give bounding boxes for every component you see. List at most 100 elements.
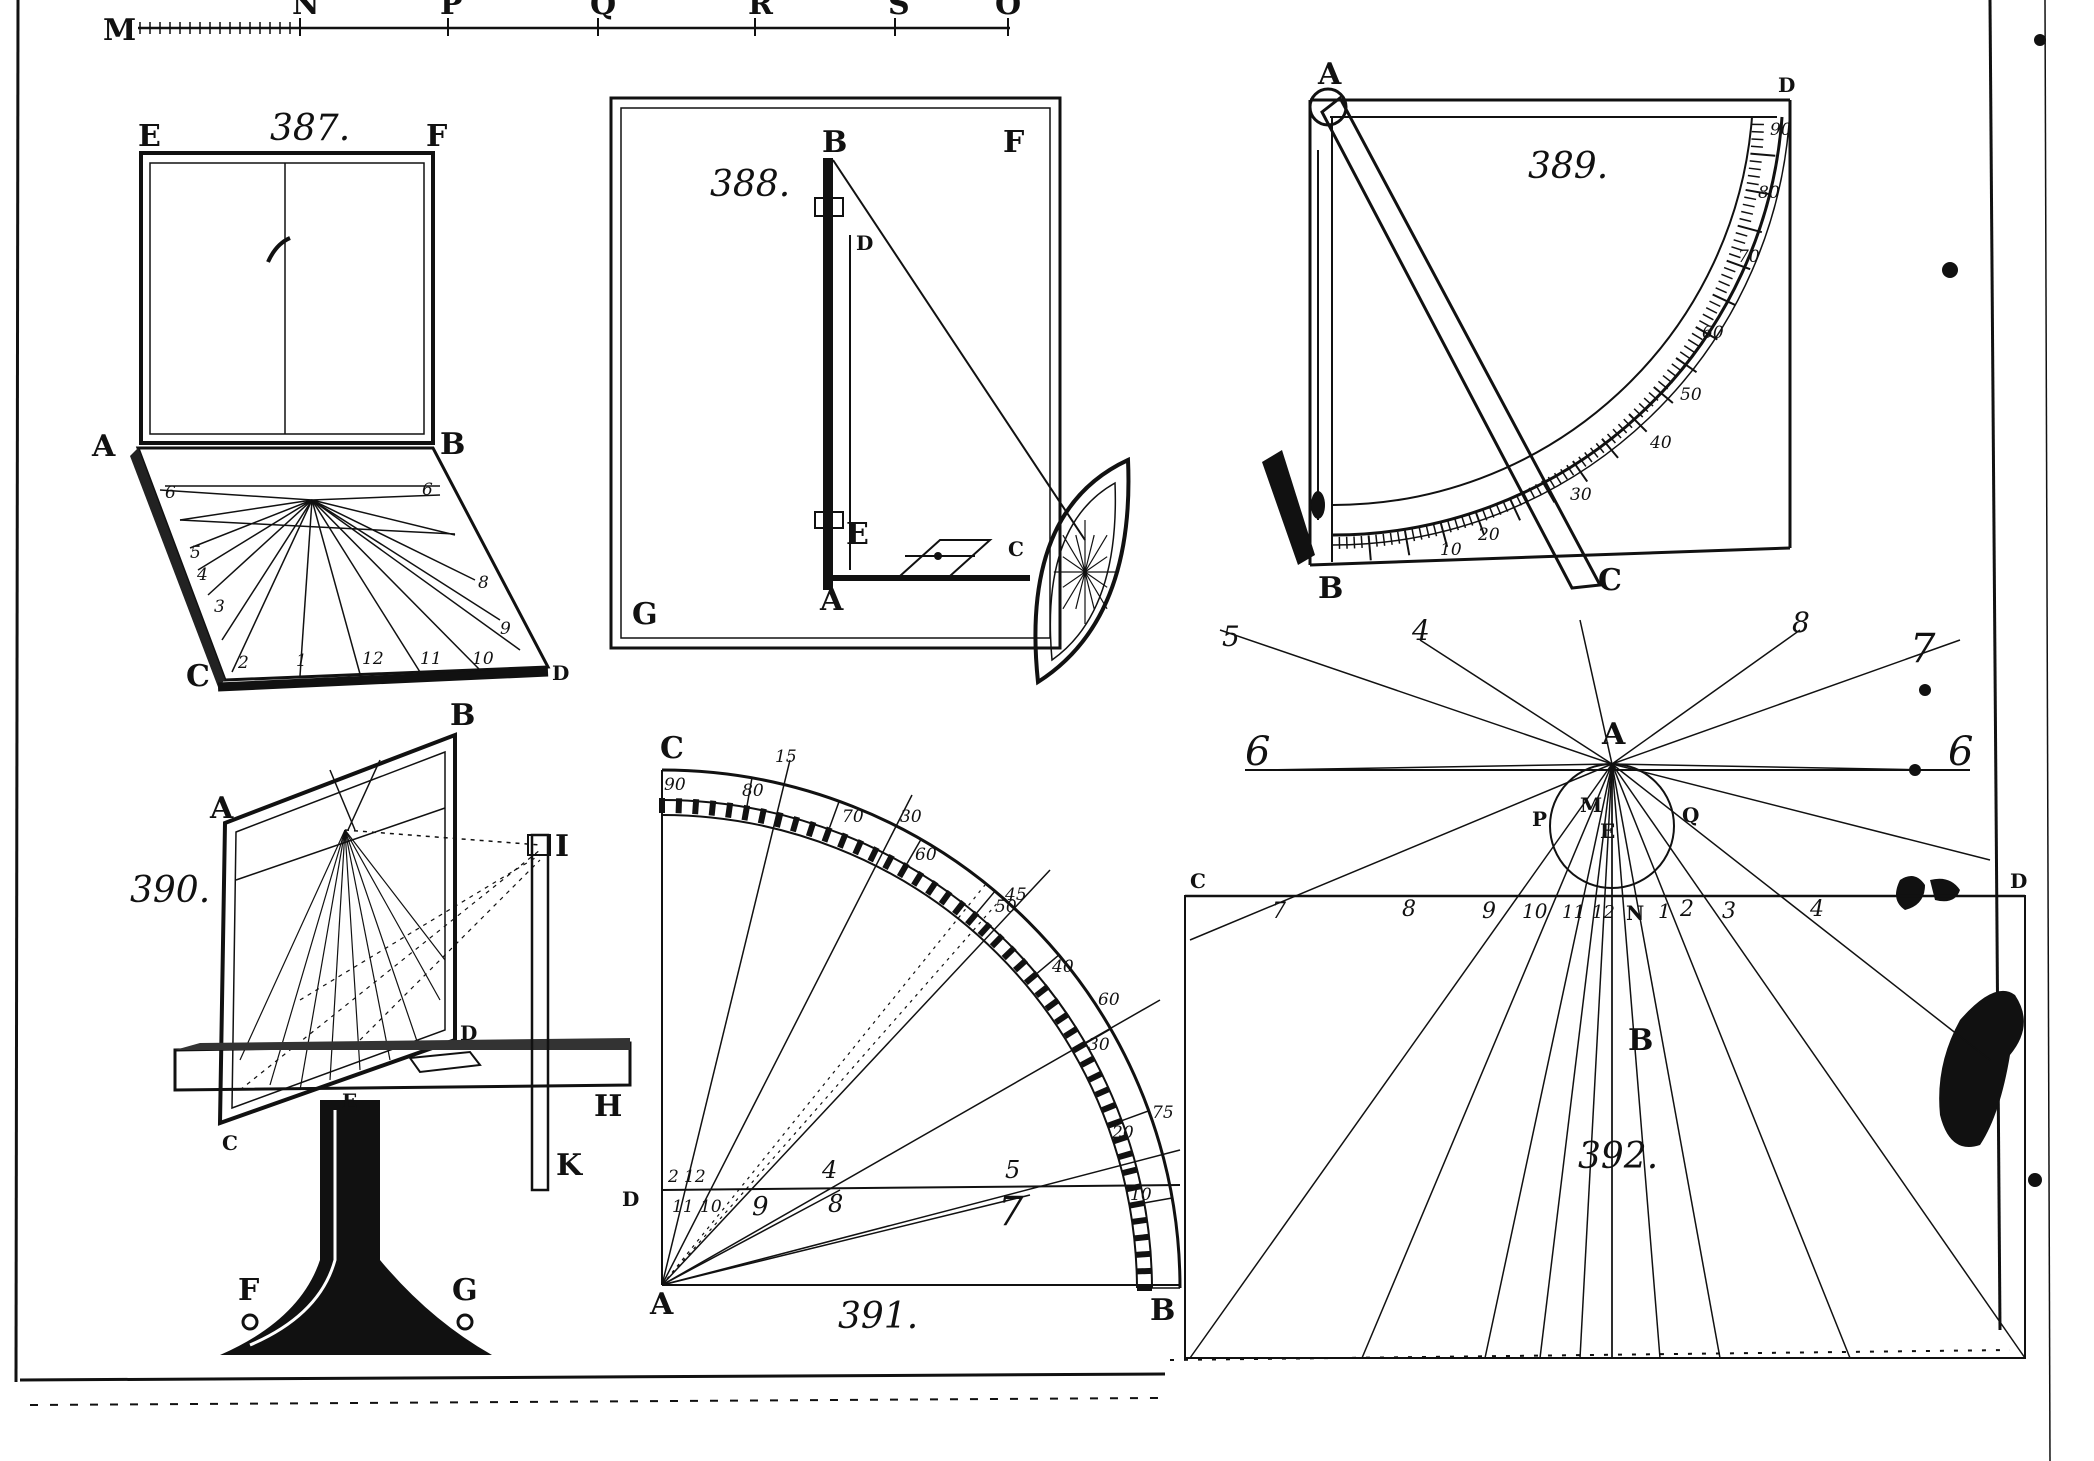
figure-387-hour-right-6: 6 [422, 480, 433, 500]
arc-tick [1718, 280, 1730, 287]
hour-line [344, 829, 446, 961]
arc-tick [1023, 970, 1040, 985]
arc-tick [1671, 363, 1682, 372]
hour-line [344, 829, 421, 1051]
arc-tick [1751, 138, 1764, 141]
arc-tick [1578, 456, 1587, 467]
figure-391-number: 391. [838, 1296, 918, 1337]
figure-390-label-b: B [450, 698, 475, 733]
arc-tick [852, 839, 865, 856]
figure-387-hour-bottom-12: 12 [362, 649, 384, 669]
dial-spoke [1084, 534, 1095, 573]
figure-388-label-f: F [1003, 125, 1024, 160]
figure-388-label-e: E [846, 517, 869, 552]
dial-spoke [1075, 534, 1086, 573]
figure-391-inner-10: 10 [1130, 1185, 1152, 1205]
hour-ray [1611, 763, 1991, 1061]
hour-line [311, 499, 481, 671]
arc-tick [1425, 526, 1430, 539]
arc-tick [965, 910, 980, 927]
figure-392-ray-6-right: 6 [1948, 729, 1973, 775]
arc-tick [1745, 188, 1771, 196]
figure-389-label-d: D [1778, 73, 1795, 97]
arc-tick [1612, 428, 1622, 439]
scale-label-o: O [995, 0, 1021, 22]
figure-387-hour-lines [159, 485, 521, 677]
ray [1189, 763, 1613, 941]
ray-dotted [661, 884, 986, 1286]
figure-389-label-b: B [1318, 571, 1343, 606]
dial-spoke [1084, 571, 1108, 588]
arc-tick [1733, 239, 1746, 245]
scale-label-m: M [103, 13, 136, 48]
figure-392-ray-5: 5 [1222, 620, 1240, 653]
arc-tick [1515, 494, 1523, 506]
figure-392-hour-11: 11 [1562, 902, 1585, 923]
scale-label-r: R [748, 0, 774, 22]
hour-line [311, 499, 361, 675]
arc-tick [1411, 529, 1416, 542]
arc-tick [938, 889, 953, 906]
arc-tick [1034, 983, 1050, 998]
dial-spoke [1084, 571, 1108, 610]
hour-line [311, 499, 521, 651]
figure-387-label-e: E [138, 119, 161, 154]
ray [661, 1194, 1031, 1286]
ray [661, 759, 791, 1286]
figure-392-hour-7: 7 [1272, 899, 1286, 924]
hour-line [344, 829, 361, 1071]
arc-tick [1454, 518, 1460, 531]
figure-391-ray-4: 4 [821, 1156, 837, 1184]
arc-tick [1741, 210, 1754, 215]
gnomon-line [329, 769, 356, 831]
figure-389-number: 389. [1528, 146, 1608, 187]
figure-391-hour-rays [661, 759, 1181, 1286]
arc-tick [1750, 152, 1776, 157]
arc-tick [1666, 369, 1678, 378]
ray [1264, 763, 1613, 771]
arc-tick [1101, 1101, 1118, 1113]
figure-392-label-q: Q [1682, 803, 1699, 827]
arc-tick [1547, 476, 1556, 488]
scale-label-n: N [292, 0, 319, 22]
scale-label-s: S [888, 0, 910, 22]
arc-tick [1657, 380, 1669, 390]
figure-390-hour-lines [239, 759, 541, 1091]
arc-tick [867, 846, 880, 863]
arc-tick [1595, 442, 1605, 454]
figure-391-ray-8: 8 [828, 1190, 843, 1218]
hour-ray [1611, 763, 1851, 1359]
hour-line [329, 829, 346, 1081]
figure-390-vertical-dial-on-stand: 390. A B C D E I H K F G [130, 698, 632, 1355]
figure-388-label-c: C [1008, 537, 1024, 561]
figure-387-hour-bottom-11: 11 [420, 649, 442, 669]
arc-tick [1648, 391, 1659, 401]
hour-ray [1611, 763, 2026, 1359]
figure-389-scale-70: 70 [1738, 247, 1760, 267]
figure-391-inner-60: 60 [915, 845, 937, 865]
hour-line [344, 829, 391, 1061]
figure-391-outer-75: 75 [1152, 1103, 1174, 1123]
dial-spoke [1084, 556, 1108, 573]
arc-tick [1094, 1085, 1111, 1098]
figure-388-framed-instrument: 388. B F D E C A G [609, 96, 1131, 686]
figure-387-label-a: A [91, 429, 116, 464]
figure-389-scale-10: 10 [1440, 540, 1462, 560]
figure-390-label-i: I [555, 829, 569, 864]
arc-tick [1502, 500, 1509, 512]
arc-tick [1528, 487, 1536, 499]
figure-389-label-a: A [1317, 57, 1342, 92]
arc-tick [1746, 181, 1759, 186]
arc-tick [1474, 511, 1486, 536]
arc-tick [1623, 418, 1633, 429]
figure-388-dial-spokes [1053, 520, 1117, 624]
dial-spoke [1062, 571, 1086, 610]
figure-391-inner-20: 20 [1111, 1123, 1134, 1143]
figure-390-label-g: G [452, 1273, 478, 1308]
sight-line [344, 829, 541, 846]
figure-387-hour-left-6: 6 [165, 483, 176, 503]
arc-tick [1488, 506, 1495, 518]
arc-tick [1638, 402, 1649, 413]
ray [1219, 629, 1613, 765]
arc-tick [1461, 516, 1467, 529]
